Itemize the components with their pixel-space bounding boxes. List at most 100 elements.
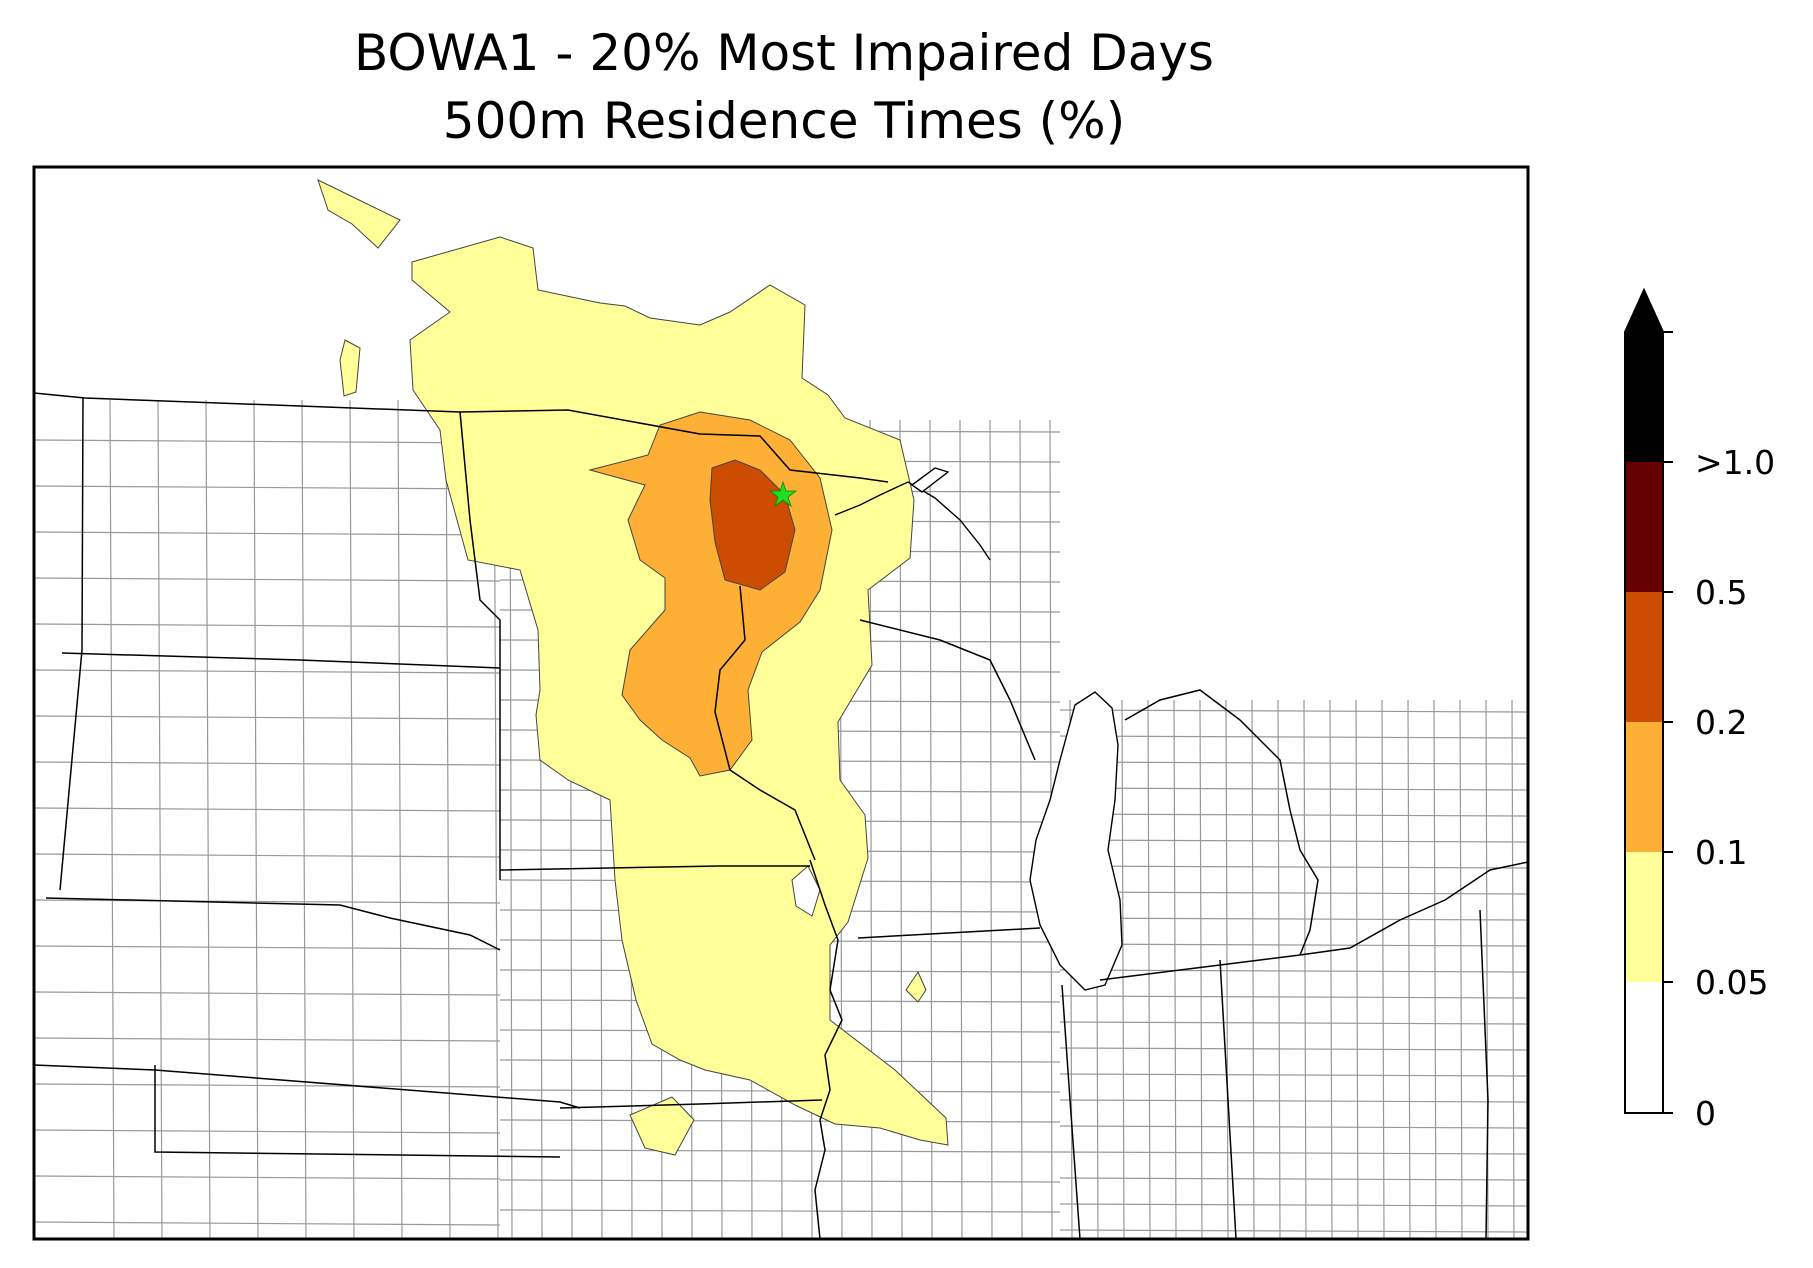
county-border-line [109, 399, 115, 1239]
county-border-line [34, 945, 501, 950]
colorbar-label-0.05: 0.05 [1695, 963, 1769, 1002]
county-border-line [1059, 995, 1528, 999]
county-border-line [1059, 917, 1528, 921]
county-border-line [34, 485, 501, 490]
county-border-line [34, 439, 501, 444]
county-border-line [1059, 1125, 1528, 1129]
county-border-line [1121, 699, 1125, 1239]
county-border-line [34, 623, 501, 628]
map-title-line-1: BOWA1 - 20% Most Impaired Days [354, 24, 1214, 82]
county-border-line [1059, 1151, 1528, 1155]
colorbar-segment-1 [1625, 852, 1663, 982]
county-border-line [1459, 699, 1463, 1239]
county-border-line [1059, 969, 1528, 973]
site-star-icon [768, 480, 798, 508]
contour-gap [791, 865, 821, 917]
canada-us-border [34, 392, 889, 483]
county-border-line [301, 399, 307, 1239]
county-border-line [1303, 699, 1307, 1239]
county-border-line [989, 419, 993, 1239]
colorbar-segment-2 [1625, 722, 1663, 852]
county-border-line [499, 1149, 1061, 1153]
border-minnesota-wisconsin [714, 585, 816, 861]
border-dakota-minnesota [459, 411, 501, 880]
county-border-line [1059, 761, 1528, 765]
county-border-line [445, 399, 451, 1239]
county-border-line [34, 669, 501, 674]
border-illinois-indiana [1061, 984, 1081, 1239]
county-border-line [34, 899, 501, 904]
border-wisconsin-illinois [857, 927, 1041, 939]
county-border-line [349, 399, 355, 1239]
county-border-line [205, 399, 211, 1239]
county-border-line [959, 419, 963, 1239]
residence-contours [317, 179, 949, 1156]
county-border-line [1059, 1047, 1528, 1051]
colorbar-label-1.0: >1.0 [1695, 443, 1776, 482]
county-border-line [1059, 787, 1528, 791]
county-border-line [1407, 699, 1411, 1239]
county-border-line [34, 1129, 501, 1134]
lake-winnipeg [910, 467, 950, 493]
county-border-line [1147, 699, 1151, 1239]
county-border-line [397, 399, 403, 1239]
colorbar [1624, 287, 1673, 1114]
border-ohio-pennsylvania [1479, 909, 1489, 1239]
contour-0.05-region [905, 970, 927, 1003]
colorbar-segment-5 [1625, 332, 1663, 462]
county-border-line [34, 807, 501, 812]
county-border-line [1433, 699, 1437, 1239]
county-border-line [34, 577, 501, 582]
county-border-line [253, 399, 259, 1239]
county-border-line [1355, 699, 1359, 1239]
county-border-line [1059, 891, 1528, 895]
county-border-line [1329, 699, 1333, 1239]
county-border-line [499, 1179, 1061, 1183]
county-border-line [34, 1221, 501, 1226]
county-border-line [1059, 735, 1528, 739]
colorbar-label-0.1: 0.1 [1695, 833, 1748, 872]
county-border-line [499, 1119, 1061, 1123]
county-border-line [1059, 839, 1528, 843]
map-frame [32, 165, 1530, 1241]
colorbar-extend-arrow [1625, 290, 1663, 332]
contour-0.05-region [339, 339, 361, 397]
county-border-line [157, 399, 163, 1239]
county-border-line [1059, 943, 1528, 947]
colorbar-label-0.5: 0.5 [1695, 573, 1748, 612]
county-border-line [1059, 709, 1528, 713]
border-north-south-dakota [61, 652, 501, 669]
border-minnesota-iowa [499, 865, 810, 871]
county-border-line [1199, 699, 1203, 1239]
lake-michigan [1029, 691, 1123, 991]
border-montana-dakota [59, 397, 84, 891]
border-south-dakota-nebraska [45, 897, 501, 951]
border-colorado-nebraska [154, 1065, 561, 1158]
county-border-line [1059, 1073, 1528, 1077]
colorbar-segment-0 [1625, 982, 1663, 1113]
county-border-line [1059, 1021, 1528, 1025]
border-iowa-missouri [559, 1099, 823, 1109]
colorbar-label-0.2: 0.2 [1695, 703, 1748, 742]
map-area [34, 179, 1528, 1239]
county-border-line [34, 715, 501, 720]
mississippi-river-border [809, 859, 843, 1239]
county-border-line [1511, 699, 1515, 1239]
colorbar-segment-3 [1625, 592, 1663, 722]
michigan-lower-shore [1124, 689, 1319, 956]
county-border-line [1019, 419, 1023, 1239]
county-border-line [1277, 699, 1281, 1239]
county-border-line [1059, 1177, 1528, 1181]
county-border-line [34, 1175, 501, 1180]
great-lakes [834, 467, 1123, 991]
county-border-line [499, 1209, 1061, 1213]
county-border-line [1059, 1229, 1528, 1233]
county-border-line [34, 991, 501, 996]
county-border-line [34, 1083, 501, 1088]
county-border-line [1059, 813, 1528, 817]
colorbar-ticks [1663, 331, 1673, 1114]
colorbar-segment-4 [1625, 462, 1663, 592]
county-border-line [1381, 699, 1385, 1239]
county-border-line [1059, 1203, 1528, 1207]
